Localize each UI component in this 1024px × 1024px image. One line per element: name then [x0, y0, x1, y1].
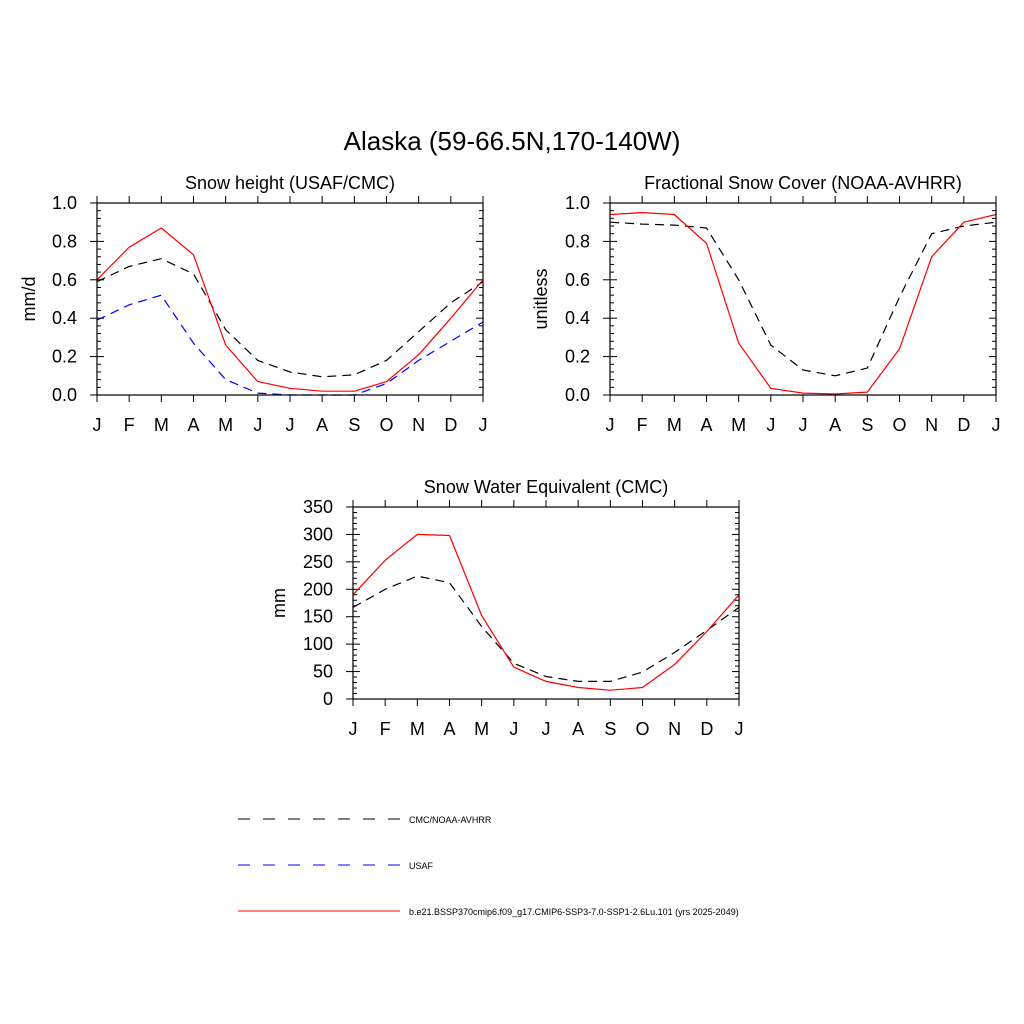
fractional-snow-cover-ytick-label: 1.0 [565, 193, 590, 213]
fractional-snow-cover-series-0-line [609, 221, 997, 377]
fractional-snow-cover-title: Fractional Snow Cover (NOAA-AVHRR) [644, 173, 962, 193]
fractional-snow-cover-xtick-label: J [766, 415, 775, 435]
fractional-snow-cover-ytick-label: 0.2 [565, 347, 590, 367]
swe-xtick-label: A [443, 719, 455, 739]
snow-height-ytick-label: 0.4 [52, 308, 77, 328]
swe-ytick-label: 150 [303, 607, 333, 627]
swe-series-1-line [352, 533, 740, 691]
fractional-snow-cover-xtick-label: A [700, 415, 712, 435]
snow-height-xtick-label: M [218, 415, 233, 435]
swe-xtick-label: O [635, 719, 649, 739]
swe-ytick-label: 50 [313, 662, 333, 682]
fractional-snow-cover-series-1-line [609, 212, 997, 395]
fractional-snow-cover-xtick-label: J [799, 415, 808, 435]
fractional-snow-cover-xtick-label: J [992, 415, 1001, 435]
snow-height-xtick-label: F [124, 415, 135, 435]
snow-height-ytick-label: 0.8 [52, 231, 77, 251]
legend-entry-observed: CMC/NOAA-AVHRR [238, 815, 492, 825]
swe-xtick-label: J [735, 719, 744, 739]
chart-snow-water-equivalent: Snow Water Equivalent (CMC) mm 0 50 100 150 20… [269, 477, 744, 739]
snow-height-xtick-label: J [253, 415, 262, 435]
fractional-snow-cover-xtick-label: S [861, 415, 873, 435]
snow-height-series-0-line [96, 258, 484, 378]
snow-height-xtick-label: A [316, 415, 328, 435]
fractional-snow-cover-xtick-label: F [637, 415, 648, 435]
fractional-snow-cover-ytick-label: 0.6 [565, 270, 590, 290]
swe-xtick-label: D [700, 719, 713, 739]
fractional-snow-cover-xtick-label: N [925, 415, 938, 435]
swe-xtick-label: F [380, 719, 391, 739]
snow-height-xtick-label: O [379, 415, 393, 435]
snow-height-series-1-line [96, 294, 484, 396]
snow-height-frame [96, 202, 484, 396]
snow-height-ytick-label: 0.2 [52, 347, 77, 367]
swe-xtick-label: M [410, 719, 425, 739]
fractional-snow-cover-xtick-label: M [731, 415, 746, 435]
legend-label-usaf: USAF [409, 861, 434, 871]
swe-xtick-label: J [509, 719, 518, 739]
swe-ytick-label: 100 [303, 634, 333, 654]
snow-height-xtick-label: J [93, 415, 102, 435]
snow-height-ytick-label: 0.6 [52, 270, 77, 290]
snow-height-xtick-label: D [444, 415, 457, 435]
snow-height-ytick-label: 1.0 [52, 193, 77, 213]
swe-ytick-label: 250 [303, 552, 333, 572]
snow-height-xtick-label: N [412, 415, 425, 435]
chart-fractional-snow-cover: Fractional Snow Cover (NOAA-AVHRR) unitle… [531, 173, 1001, 435]
fractional-snow-cover-ytick-label: 0.0 [565, 385, 590, 405]
swe-ytick-label: 350 [303, 497, 333, 517]
fractional-snow-cover-ylabel: unitless [531, 268, 551, 329]
fractional-snow-cover-xtick-label: A [829, 415, 841, 435]
swe-ytick-label: 300 [303, 524, 333, 544]
fractional-snow-cover-xtick-label: M [667, 415, 682, 435]
swe-xtick-label: J [542, 719, 551, 739]
fractional-snow-cover-ytick-label: 0.8 [565, 231, 590, 251]
swe-series-0-line [352, 575, 740, 683]
snow-height-xtick-label: A [187, 415, 199, 435]
fractional-snow-cover-xtick-label: D [957, 415, 970, 435]
swe-ylabel: mm [269, 588, 289, 618]
snow-height-xtick-label: J [286, 415, 295, 435]
legend-label-model: b.e21.BSSP370cmip6.f09_g17.CMIP6-SSP3-7.… [409, 907, 739, 917]
swe-ytick-label: 0 [323, 689, 333, 709]
fractional-snow-cover-xtick-label: O [892, 415, 906, 435]
swe-xtick-label: S [604, 719, 616, 739]
swe-xtick-label: N [668, 719, 681, 739]
swe-xtick-label: J [349, 719, 358, 739]
legend-entry-model: b.e21.BSSP370cmip6.f09_g17.CMIP6-SSP3-7.… [238, 907, 739, 917]
snow-height-series-2-line [96, 227, 484, 392]
page-title: Alaska (59-66.5N,170-140W) [344, 126, 681, 156]
snow-height-ytick-label: 0.0 [52, 385, 77, 405]
snow-height-xtick-label: J [479, 415, 488, 435]
swe-title: Snow Water Equivalent (CMC) [424, 477, 668, 497]
snow-height-xtick-label: S [348, 415, 360, 435]
fractional-snow-cover-ytick-label: 0.4 [565, 308, 590, 328]
chart-snow-height: Snow height (USAF/CMC) mm/d 0.0 0.2 0.4 0.6 0.… [19, 173, 488, 435]
legend: CMC/NOAA-AVHRR USAF b.e21.BSSP370cmip6.f… [238, 815, 739, 917]
snow-height-title: Snow height (USAF/CMC) [185, 173, 395, 193]
legend-entry-usaf: USAF [238, 861, 434, 871]
swe-xtick-label: M [474, 719, 489, 739]
swe-xtick-label: A [572, 719, 584, 739]
swe-ytick-label: 200 [303, 579, 333, 599]
snow-height-xtick-label: M [154, 415, 169, 435]
fractional-snow-cover-frame [609, 202, 997, 396]
snow-height-ylabel: mm/d [19, 277, 39, 322]
swe-frame [352, 506, 740, 700]
legend-label-observed: CMC/NOAA-AVHRR [409, 815, 492, 825]
fractional-snow-cover-xtick-label: J [606, 415, 615, 435]
